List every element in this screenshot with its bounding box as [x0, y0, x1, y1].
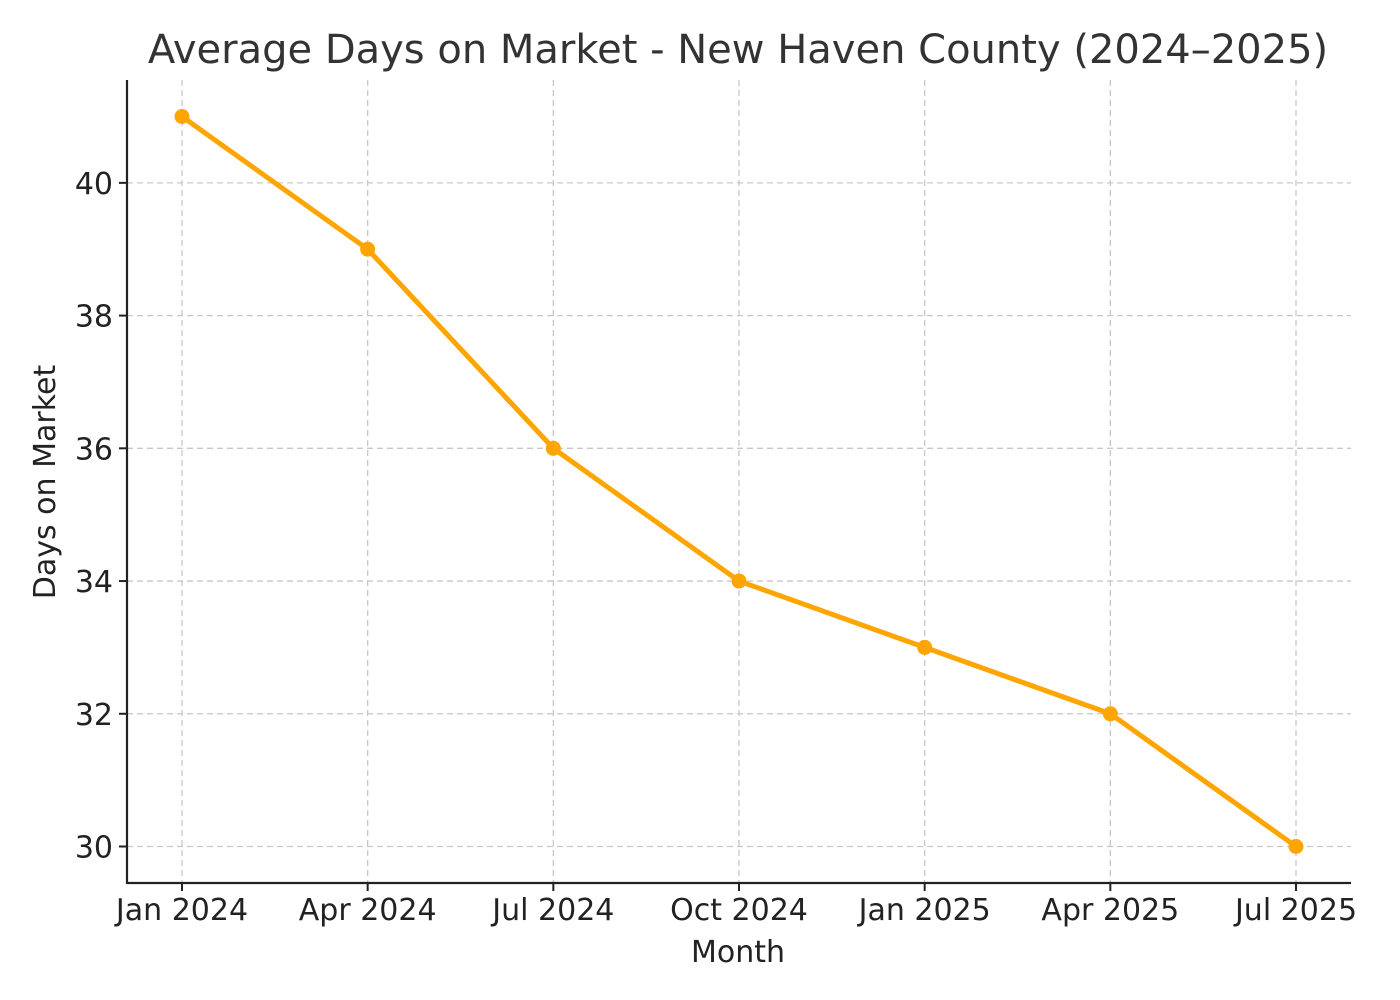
x-tick-label: Jan 2025 [857, 893, 991, 928]
x-tick-label: Jul 2024 [490, 893, 614, 928]
y-tick-label: 40 [75, 167, 113, 202]
x-tick-label: Apr 2024 [299, 893, 437, 928]
chart-title: Average Days on Market - New Haven Count… [148, 27, 1328, 73]
y-tick-label: 30 [75, 831, 113, 866]
data-point [1288, 839, 1304, 854]
x-tick-label: Oct 2024 [670, 893, 808, 928]
tick-labels: 30 32 34 36 38 40 Jan 2024 Apr 2024 Jul 2024 Oct … [75, 167, 1357, 928]
data-point [174, 109, 190, 124]
grid-lines [127, 80, 1351, 883]
x-axis-label: Month [691, 935, 785, 970]
x-tick-label: Apr 2025 [1041, 893, 1179, 928]
data-point [917, 639, 933, 655]
series-layer [174, 109, 1304, 854]
y-tick-label: 36 [75, 432, 113, 467]
y-tick-label: 34 [75, 565, 113, 600]
data-point [545, 440, 561, 456]
data-point [731, 573, 747, 589]
x-tick-label: Jan 2024 [114, 893, 248, 928]
y-tick-label: 32 [75, 698, 113, 733]
y-tick-label: 38 [75, 300, 113, 335]
data-point [1102, 706, 1118, 722]
x-tick-label: Jul 2025 [1233, 893, 1357, 928]
y-axis-label: Days on Market [28, 365, 63, 600]
data-point [360, 241, 376, 257]
